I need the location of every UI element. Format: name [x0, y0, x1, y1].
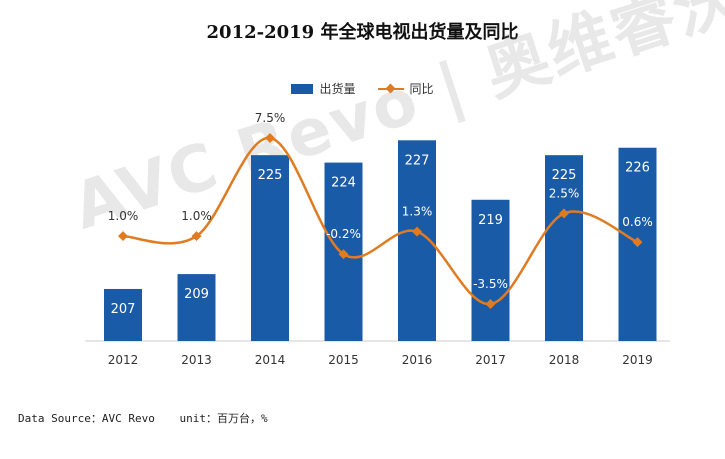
x-tick-label-2013: 2013	[181, 353, 212, 367]
yoy-label-2014: 7.5%	[255, 111, 286, 125]
x-tick-label-2019: 2019	[622, 353, 653, 367]
yoy-label-2016: 1.3%	[402, 205, 433, 219]
bar-value-label-2015: 224	[331, 176, 356, 191]
bar-value-label-2019: 226	[625, 161, 650, 176]
yoy-point-2015	[338, 249, 349, 260]
data-source-footer: Data Source：AVC Revo unit：百万台，%	[18, 410, 286, 426]
yoy-point-2017	[485, 299, 496, 309]
yoy-label-2018: 2.5%	[549, 186, 580, 200]
bar-value-label-2012: 207	[111, 302, 136, 317]
chart-title: 2012-2019 年全球电视出货量及同比	[206, 22, 519, 43]
yoy-point-2018	[559, 208, 569, 219]
legend-bar-swatch	[291, 83, 314, 94]
legend-item-yoy: 同比	[377, 80, 434, 97]
bar-2017	[471, 199, 510, 341]
yoy-label-2015: -0.2%	[326, 227, 361, 241]
yoy-point-2012	[118, 231, 128, 242]
x-tick-label-2015: 2015	[328, 353, 359, 367]
yoy-label-2017: -3.5%	[473, 277, 508, 291]
yoy-line	[122, 136, 639, 306]
legend-line-swatch	[377, 84, 404, 94]
x-tick-label-2018: 2018	[549, 353, 580, 367]
legend-line-label: 同比	[409, 82, 434, 96]
yoy-point-2014	[265, 133, 275, 143]
yoy-point-2013	[191, 231, 202, 242]
x-tick-label-2016: 2016	[402, 353, 433, 367]
legend: 出货量 同比	[0, 80, 725, 97]
unit-text: unit：百万台，%	[179, 412, 268, 425]
yoy-point-2016	[412, 226, 422, 237]
bar-2013	[177, 274, 216, 341]
bar-value-label-2016: 227	[405, 153, 430, 168]
legend-item-shipments: 出货量	[291, 80, 356, 97]
bar-2014	[251, 155, 289, 341]
x-tick-label-2017: 2017	[475, 353, 506, 367]
bar-value-label-2013: 209	[184, 287, 209, 302]
yoy-label-2012: 1.0%	[108, 209, 139, 223]
x-tick-label-2014: 2014	[255, 353, 286, 367]
bar-value-label-2018: 225	[552, 168, 577, 183]
bar-2012	[104, 288, 142, 341]
yoy-label-2013: 1.0%	[181, 209, 212, 223]
bar-value-label-2014: 225	[258, 168, 283, 183]
source-text: Data Source：AVC Revo	[18, 412, 155, 425]
bar-2018	[545, 155, 583, 341]
bar-value-label-2017: 219	[478, 213, 503, 228]
legend-bar-label: 出货量	[319, 82, 356, 96]
yoy-label-2019: 0.6%	[622, 215, 653, 229]
x-tick-label-2012: 2012	[108, 353, 139, 367]
yoy-point-2019	[632, 237, 643, 248]
